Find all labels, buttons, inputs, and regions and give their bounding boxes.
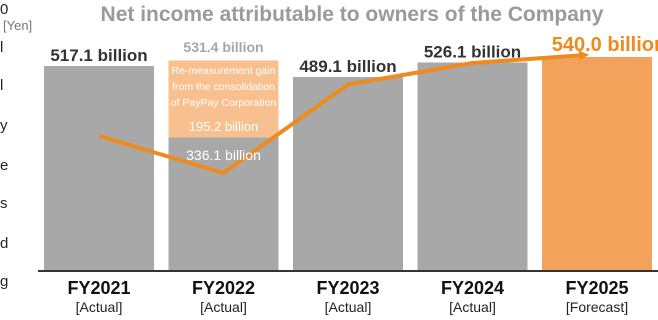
bar-fy2023 xyxy=(293,77,403,270)
trend-line-arrow xyxy=(98,50,589,175)
value-label-fy2025: 540.0 billion xyxy=(552,34,658,56)
clipped-edge-text: y xyxy=(0,117,8,134)
gain-note-line: Re-measurement gain xyxy=(172,65,276,77)
bar-fy2021 xyxy=(44,66,154,270)
value-label-fy2024: 526.1 billion xyxy=(424,42,521,61)
category-note-fy2025: [Forecast] xyxy=(566,299,628,315)
gain-value-label: 195.2 billion xyxy=(189,119,258,134)
category-label-fy2025: FY2025 xyxy=(565,278,628,298)
clipped-edge-text: d xyxy=(0,235,9,252)
category-label-fy2021: FY2021 xyxy=(67,278,130,298)
category-note-fy2024: [Actual] xyxy=(449,299,496,315)
category-note-fy2021: [Actual] xyxy=(76,299,123,315)
gain-note-line: from the consolidation xyxy=(172,81,275,93)
value-label-fy2023: 489.1 billion xyxy=(299,57,396,76)
value-label-fy2022: 531.4 billion xyxy=(183,39,263,55)
category-note-fy2023: [Actual] xyxy=(325,299,372,315)
base-value-label: 336.1 billion xyxy=(186,147,261,163)
clipped-edge-text: e xyxy=(0,157,9,174)
clipped-edge-text: l xyxy=(0,77,4,94)
bar-fy2025 xyxy=(542,57,652,270)
gain-note-line: of PayPay Corporation xyxy=(171,97,277,109)
clipped-edge-text: 0 xyxy=(0,1,9,18)
bar-fy2024 xyxy=(417,62,528,271)
bar-fy2022-gain xyxy=(168,60,279,138)
chart-title: Net income attributable to owners of the… xyxy=(101,3,604,26)
bar-fy2022-base xyxy=(168,137,279,270)
value-label-fy2021: 517.1 billion xyxy=(50,46,147,65)
category-label-fy2024: FY2024 xyxy=(441,278,504,298)
clipped-edge-text: g xyxy=(0,273,9,290)
category-label-fy2022: FY2022 xyxy=(192,278,255,298)
category-note-fy2022: [Actual] xyxy=(200,299,247,315)
clipped-edge-text: l xyxy=(0,39,4,56)
unit-label: [Yen] xyxy=(3,18,32,33)
category-label-fy2023: FY2023 xyxy=(316,278,379,298)
clipped-edge-text: s xyxy=(0,195,8,212)
